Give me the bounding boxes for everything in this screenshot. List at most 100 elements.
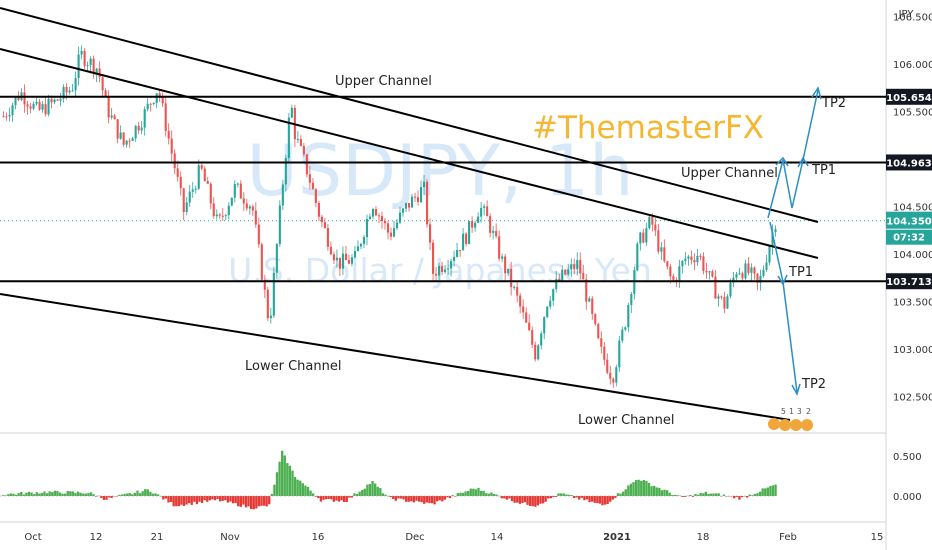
candle-body <box>200 165 203 169</box>
candle-body <box>768 246 771 263</box>
candle-body <box>618 340 621 368</box>
candle-body <box>56 99 59 101</box>
oscillator-bar <box>319 496 323 502</box>
candle-body <box>392 228 396 237</box>
candle-body <box>272 272 275 316</box>
candle-body <box>359 243 363 247</box>
oscillator-bar <box>560 493 563 496</box>
candle-body <box>567 269 570 275</box>
candle-body <box>338 257 341 269</box>
candle-body <box>281 184 284 206</box>
candle-body <box>347 260 350 264</box>
oscillator-bar <box>25 492 28 496</box>
candle-body <box>750 267 753 273</box>
oscillator-bar <box>12 493 15 496</box>
oscillator-bar <box>707 493 710 496</box>
candle-body <box>435 273 438 276</box>
oscillator-bar <box>195 496 199 505</box>
candle-body <box>188 191 191 203</box>
oscillator-bar <box>640 480 643 496</box>
oscillator-bar <box>324 496 328 500</box>
candle-body <box>419 187 423 203</box>
candle-body <box>383 221 387 224</box>
candle-body <box>5 116 8 118</box>
candle-body <box>410 196 414 208</box>
oscillator-bar <box>234 496 237 504</box>
oscillator-bar <box>177 496 180 507</box>
oscillator-bar <box>113 496 116 497</box>
candle-body <box>8 115 11 117</box>
oscillator-bar <box>423 496 426 504</box>
oscillator-bar <box>557 493 560 496</box>
candle-body <box>519 295 522 307</box>
candle-body <box>510 268 513 288</box>
oscillator-bar <box>128 493 131 496</box>
oscillator-bar <box>82 493 85 496</box>
candle-body <box>534 344 537 360</box>
candle-body <box>74 78 77 91</box>
candle-body <box>131 138 134 141</box>
candle-body <box>98 68 101 78</box>
candle-body <box>26 104 29 107</box>
candle-body <box>221 215 224 217</box>
candle-body <box>660 247 663 252</box>
oscillator-bar <box>213 496 217 501</box>
current-price-label: 104.350 <box>886 217 932 228</box>
oscillator-bar <box>459 492 462 496</box>
candle-body <box>531 330 534 345</box>
oscillator-bar <box>394 496 397 501</box>
oscillator-bar <box>35 492 38 496</box>
candle-body <box>125 140 128 145</box>
oscillator-bar <box>572 496 576 499</box>
candle-body <box>522 306 525 313</box>
candle-body <box>621 329 624 341</box>
oscillator-bar <box>257 496 261 507</box>
oscillator-bar <box>583 496 586 501</box>
candle-body <box>35 101 38 104</box>
candle-body <box>92 58 95 74</box>
candle-body <box>398 212 402 223</box>
oscillator-bar <box>495 494 498 496</box>
oscillator-bar <box>66 491 69 496</box>
oscillator-histogram <box>0 450 777 510</box>
oscillator-bar <box>658 487 661 496</box>
oscillator-bar <box>730 496 733 497</box>
candle-body <box>681 261 684 267</box>
oscillator-bar <box>330 496 333 500</box>
currency-label: JPY <box>898 9 915 20</box>
oscillator-bar <box>275 472 279 496</box>
event-bubble <box>790 419 802 431</box>
upper-channel-label-mid: Upper Channel <box>681 166 778 181</box>
candle-body <box>407 203 411 208</box>
oscillator-bar <box>144 489 147 496</box>
candle-body <box>257 224 260 245</box>
candle-body <box>413 196 417 198</box>
oscillator-bar <box>151 493 155 496</box>
oscillator-bar <box>487 493 490 496</box>
oscillator-bar <box>322 496 325 500</box>
oscillator-bar <box>456 493 459 496</box>
candle-body <box>504 256 507 274</box>
candle-body <box>245 203 248 209</box>
oscillator-bar <box>544 496 547 502</box>
candle-body <box>86 65 89 67</box>
oscillator-bar <box>299 480 302 496</box>
candle-body <box>191 189 194 192</box>
price-tick-label: 105.500 <box>893 107 932 118</box>
oscillator-bar <box>588 496 591 503</box>
oscillator-bar <box>335 496 338 501</box>
oscillator-bar <box>231 496 235 504</box>
candle-body <box>579 259 582 274</box>
oscillator-bar <box>216 496 219 499</box>
upside-path <box>767 89 819 219</box>
candle-body <box>516 287 519 296</box>
oscillator-bar <box>87 493 90 496</box>
oscillator-bar <box>219 496 222 502</box>
oscillator-bar <box>549 496 552 499</box>
oscillator-bar <box>157 494 160 496</box>
event-count: 1 <box>789 407 794 416</box>
oscillator-bar <box>673 494 676 496</box>
oscillator-bar <box>454 496 457 497</box>
oscillator-bar <box>317 496 320 499</box>
candle-body <box>62 86 65 99</box>
